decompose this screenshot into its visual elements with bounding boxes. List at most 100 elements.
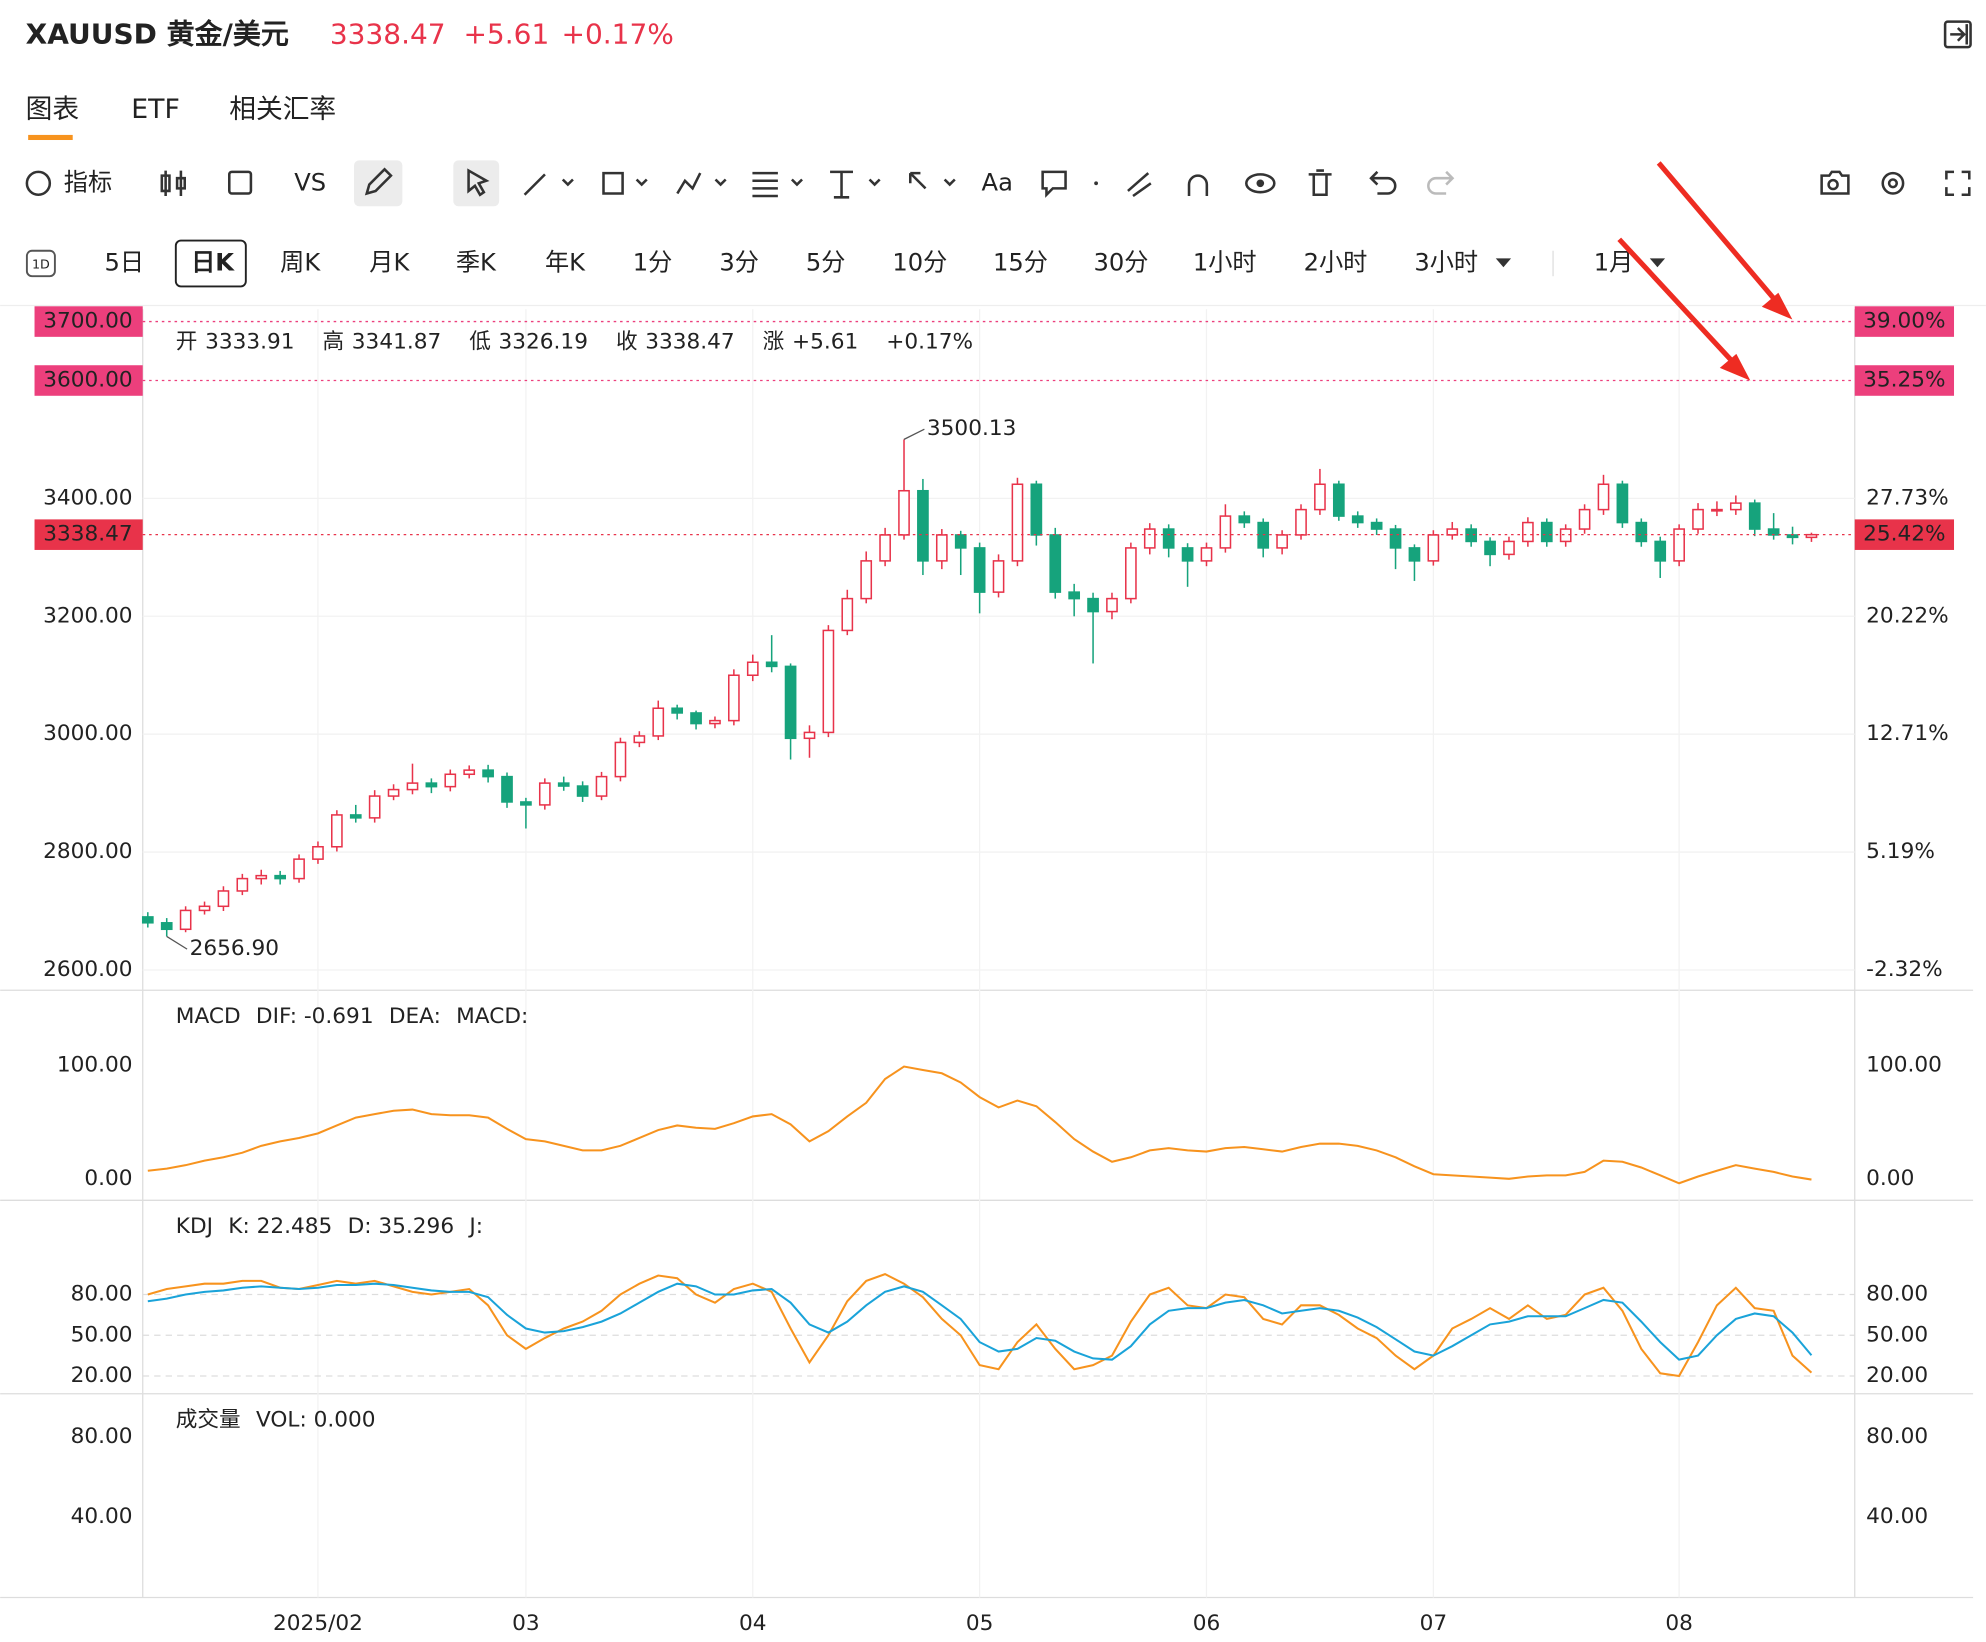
period[interactable]: 月K xyxy=(369,248,410,276)
candle-body xyxy=(1654,540,1667,562)
period[interactable]: 10分 xyxy=(892,248,947,276)
magnet-tool[interactable] xyxy=(1187,174,1209,197)
note-tool[interactable] xyxy=(1041,170,1067,198)
ohlc-label: 开 xyxy=(176,329,198,354)
period[interactable]: 30分 xyxy=(1094,248,1149,276)
ohlc-value: 3338.47 xyxy=(645,329,734,354)
arrow-tool[interactable] xyxy=(908,171,956,190)
candle-body xyxy=(1729,502,1742,511)
fib-tool[interactable] xyxy=(752,171,803,198)
period[interactable]: 5分 xyxy=(806,248,846,276)
visibility-tool[interactable] xyxy=(1245,173,1276,194)
candle-body xyxy=(595,775,608,797)
y2-tick-label: 12.71% xyxy=(1866,721,1948,746)
y-tick-label: 3200.00 xyxy=(43,603,132,628)
candle-body xyxy=(1635,521,1648,543)
period[interactable]: 3分 xyxy=(719,248,759,276)
candle-body xyxy=(1427,534,1440,562)
y-tick-label: 0.00 xyxy=(84,1166,132,1191)
price-tag xyxy=(34,306,143,337)
delete-tool[interactable] xyxy=(1308,169,1332,197)
shape-tool[interactable] xyxy=(602,171,648,195)
tab[interactable]: ETF xyxy=(131,94,180,125)
indicator-button[interactable]: 指标 xyxy=(64,168,112,196)
candle-body xyxy=(463,769,476,776)
candle-body xyxy=(1049,534,1062,593)
undo[interactable] xyxy=(1369,170,1397,195)
period[interactable]: 1月 xyxy=(1594,248,1634,276)
measure-tool[interactable] xyxy=(830,170,881,199)
candle-body xyxy=(1351,515,1364,524)
period-icon[interactable]: 1D xyxy=(32,256,50,271)
candle-body xyxy=(1711,508,1723,512)
screenshot[interactable] xyxy=(1820,170,1850,195)
candle-body xyxy=(1011,483,1024,562)
dropdown[interactable] xyxy=(1495,258,1512,268)
candle-body xyxy=(368,795,381,819)
x-tick-label: 08 xyxy=(1665,1611,1693,1636)
tab[interactable]: 图表 xyxy=(26,94,79,125)
pen-icon[interactable] xyxy=(364,167,393,196)
period[interactable]: 1小时 xyxy=(1193,248,1257,276)
candle-body xyxy=(803,731,816,740)
candle-body xyxy=(1522,521,1534,543)
candle-body xyxy=(1087,597,1099,613)
candle-icon[interactable] xyxy=(160,170,187,197)
candle-body xyxy=(690,712,702,725)
candle-body xyxy=(1200,547,1213,562)
period[interactable]: 年K xyxy=(545,248,586,276)
period[interactable]: 季K xyxy=(456,248,497,276)
ohlc-value: 3341.87 xyxy=(352,329,441,354)
brush-tool[interactable] xyxy=(1127,172,1152,198)
candle-body xyxy=(1389,528,1402,549)
period-selected xyxy=(174,239,247,288)
legend-label: J: xyxy=(467,1214,483,1239)
candle-body xyxy=(1295,508,1307,536)
y2-tick-label: 27.73% xyxy=(1866,485,1948,510)
candle-body xyxy=(1578,508,1591,530)
period[interactable]: 15分 xyxy=(993,248,1048,276)
x-tick-label: 06 xyxy=(1193,1611,1221,1636)
redo[interactable] xyxy=(1427,170,1455,195)
period[interactable]: 3小时 xyxy=(1414,248,1478,276)
annotation: 3500.13 xyxy=(927,416,1016,441)
panel-title: 成交量 xyxy=(176,1408,241,1433)
candle-body xyxy=(879,534,891,562)
candle-body xyxy=(520,801,532,806)
tab[interactable]: 相关汇率 xyxy=(229,94,336,125)
period[interactable]: 5日 xyxy=(105,248,145,276)
legend-label: DEA: xyxy=(389,1004,441,1029)
dropdown[interactable] xyxy=(1649,258,1666,268)
y-tick-label-right: 40.00 xyxy=(1866,1504,1928,1529)
y-tick-label: 2600.00 xyxy=(43,957,132,982)
annotation: 2656.90 xyxy=(190,936,279,961)
candle-body xyxy=(425,782,438,788)
period[interactable]: 2小时 xyxy=(1304,248,1368,276)
vs-button[interactable]: VS xyxy=(294,168,326,196)
period[interactable]: 日K xyxy=(191,248,235,276)
candle-body xyxy=(1408,547,1421,562)
candle-body xyxy=(1616,483,1629,524)
pattern-tool[interactable] xyxy=(676,172,727,195)
candle-body xyxy=(652,707,665,737)
fullscreen[interactable] xyxy=(1945,170,1971,197)
collapse-button[interactable] xyxy=(1943,20,1972,49)
period[interactable]: 1分 xyxy=(633,248,673,276)
square-icon[interactable] xyxy=(228,170,253,195)
cursor-icon[interactable] xyxy=(467,168,490,197)
candle-body xyxy=(179,909,192,931)
candle-body xyxy=(1786,534,1799,539)
candle-body xyxy=(312,845,324,860)
line-tool[interactable] xyxy=(523,173,574,196)
settings[interactable] xyxy=(1881,171,1905,195)
candle-body xyxy=(728,674,740,722)
price-tag-label: 3700.00 xyxy=(43,309,132,334)
symbol: XAUUSD 黄金/美元 xyxy=(26,18,289,51)
price: 3338.47 xyxy=(330,18,446,51)
tab-underline xyxy=(28,134,73,141)
period[interactable]: 周K xyxy=(280,248,321,276)
cursor-active-bg xyxy=(453,160,500,207)
text-tool[interactable]: Aa xyxy=(982,168,1013,196)
y2-tick-label: -2.32% xyxy=(1866,957,1943,982)
